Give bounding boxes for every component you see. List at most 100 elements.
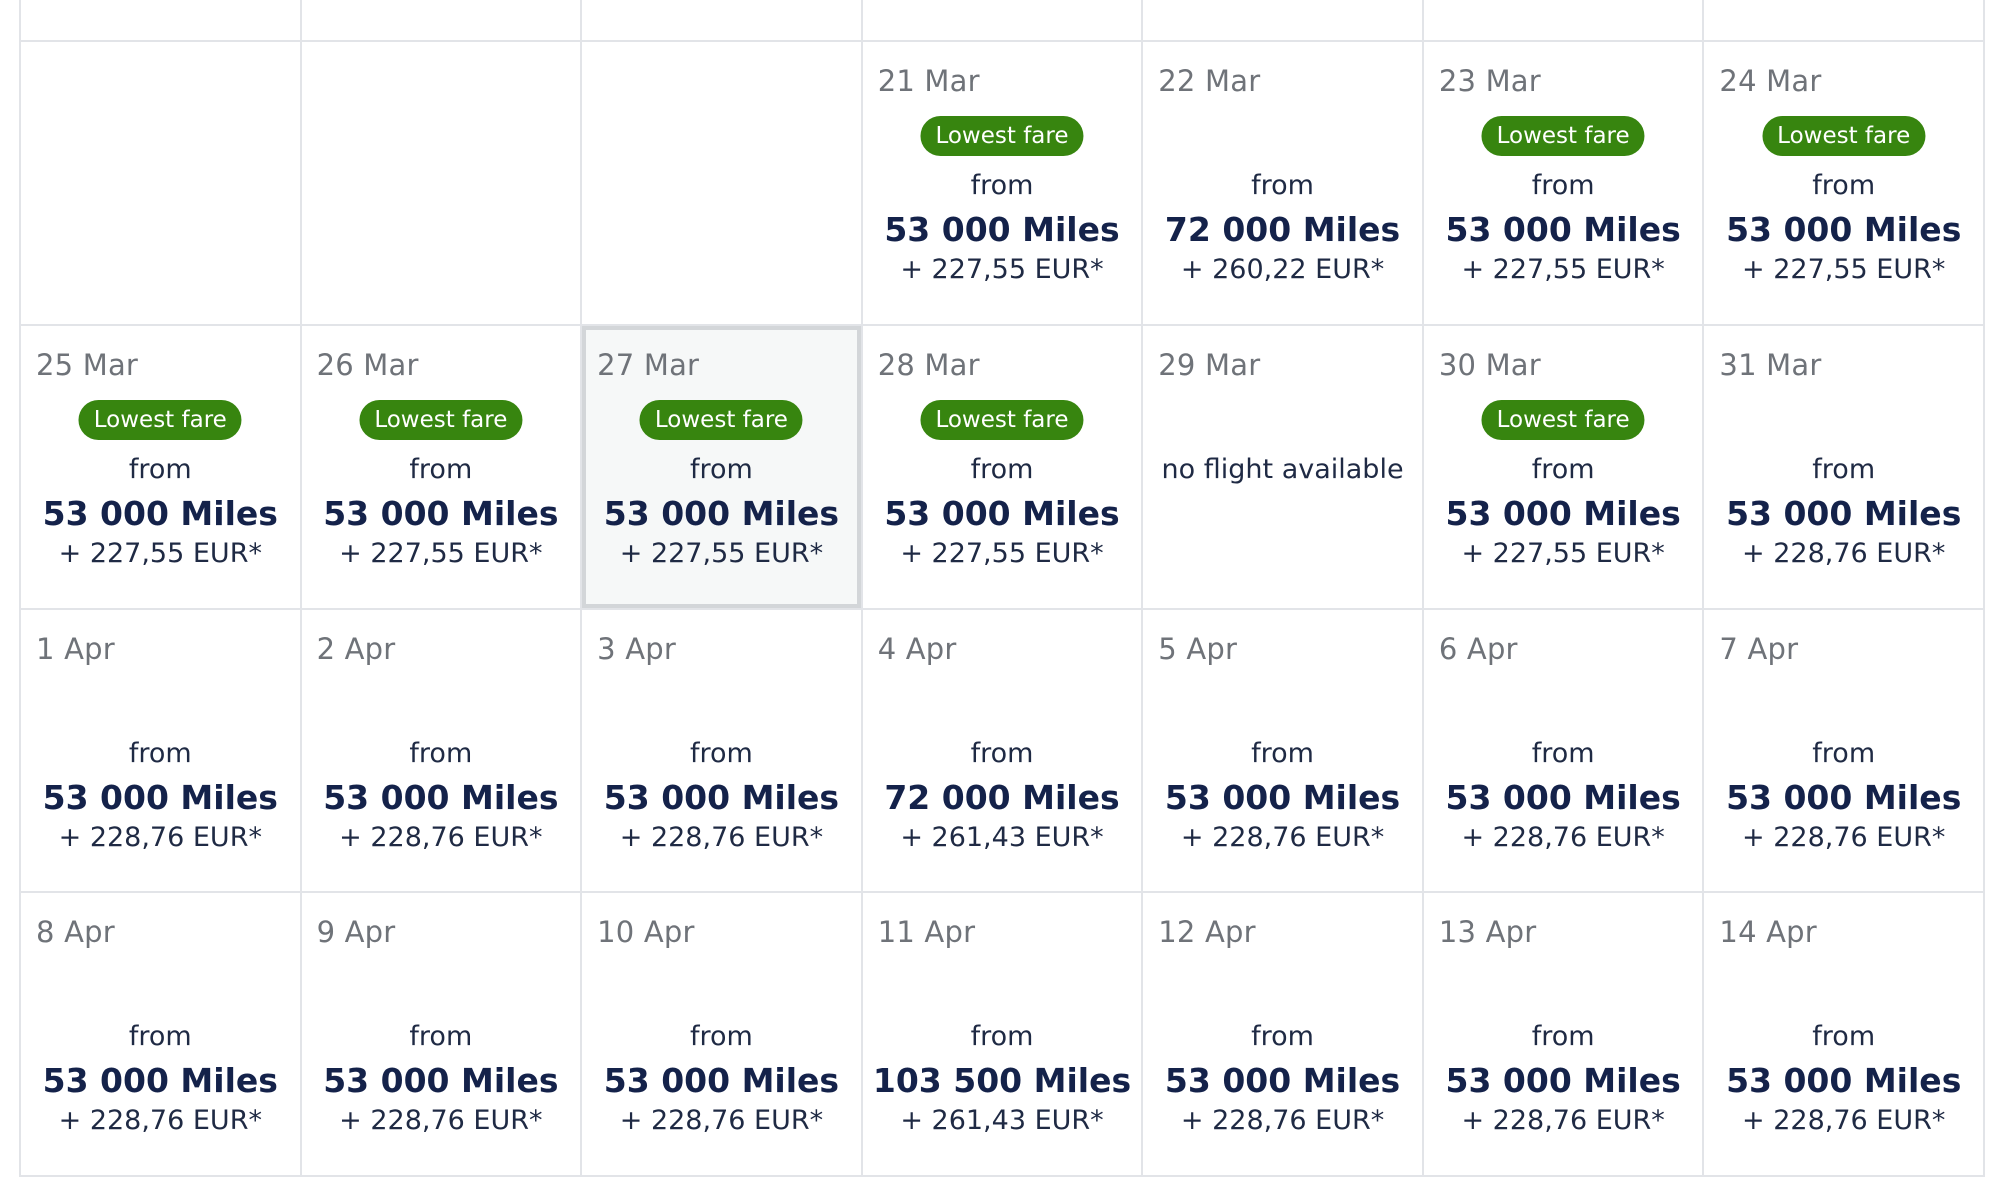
from-label: from <box>1531 170 1595 201</box>
from-label: from <box>1251 737 1314 769</box>
day-date: 12 Apr <box>1158 915 1256 950</box>
from-label: from <box>409 453 473 485</box>
calendar-cell-empty <box>582 42 863 326</box>
day-date: 28 Mar <box>877 347 980 382</box>
from-label: from <box>1251 1021 1314 1053</box>
tax-amount: + 228,76 EUR* <box>1180 821 1385 853</box>
calendar-day-cell[interactable]: 21 Mar Lowest fare from 53 000 Miles + 2… <box>862 42 1144 326</box>
miles-price: 53 000 Miles <box>1726 493 1962 533</box>
day-date: 31 Mar <box>1719 347 1822 382</box>
from-label: from <box>970 1021 1034 1053</box>
calendar-day-cell-selected[interactable]: 27 Mar Lowest fare from 53 000 Miles + 2… <box>582 325 863 610</box>
day-date: 2 Apr <box>316 631 396 666</box>
calendar-day-cell[interactable]: 12 Apr from 53 000 Miles + 228,76 EUR* <box>1143 893 1424 1177</box>
calendar-cell-empty <box>1423 0 1705 42</box>
calendar-day-cell[interactable]: 11 Apr from 103 500 Miles + 261,43 EUR* <box>862 893 1144 1177</box>
miles-price: 53 000 Miles <box>42 1061 278 1101</box>
calendar-day-cell[interactable]: 7 Apr from 53 000 Miles + 228,76 EUR* <box>1704 609 1985 894</box>
from-label: from <box>1812 1021 1876 1053</box>
calendar-cell-empty <box>301 42 583 326</box>
tax-amount: + 227,55 EUR* <box>900 537 1104 569</box>
tax-amount: + 227,55 EUR* <box>1742 254 1946 285</box>
from-label: from <box>128 453 192 485</box>
tax-amount: + 228,76 EUR* <box>1742 821 1946 853</box>
miles-price: 53 000 Miles <box>1726 777 1962 817</box>
day-date: 23 Mar <box>1438 64 1541 98</box>
calendar-day-cell[interactable]: 30 Mar Lowest fare from 53 000 Miles + 2… <box>1423 325 1705 610</box>
tax-amount: + 228,76 EUR* <box>1742 537 1946 569</box>
calendar-day-cell[interactable]: 9 Apr from 53 000 Miles + 228,76 EUR* <box>301 893 583 1177</box>
day-date: 26 Mar <box>316 347 419 382</box>
tax-amount: + 227,55 EUR* <box>339 537 543 569</box>
miles-price: 53 000 Miles <box>1164 777 1401 817</box>
day-date: 29 Mar <box>1158 347 1261 382</box>
miles-price: 53 000 Miles <box>1445 210 1681 249</box>
day-date: 14 Apr <box>1719 915 1817 950</box>
calendar-day-cell[interactable]: 10 Apr from 53 000 Miles + 228,76 EUR* <box>582 893 863 1177</box>
calendar-day-cell[interactable]: 2 Apr from 53 000 Miles + 228,76 EUR* <box>301 609 583 894</box>
day-date: 10 Apr <box>597 915 695 950</box>
from-label: from <box>970 453 1034 485</box>
calendar-cell-empty <box>582 0 863 42</box>
tax-amount: + 261,43 EUR* <box>900 1105 1104 1137</box>
tax-amount: + 227,55 EUR* <box>1461 537 1665 569</box>
lowest-fare-badge: Lowest fare <box>359 399 523 440</box>
miles-price: 53 000 Miles <box>884 210 1120 249</box>
from-label: from <box>1812 453 1876 485</box>
calendar-day-cell[interactable]: 22 Mar from 72 000 Miles + 260,22 EUR* <box>1143 42 1424 326</box>
miles-price: 53 000 Miles <box>884 493 1120 533</box>
calendar-day-cell[interactable]: 25 Mar Lowest fare from 53 000 Miles + 2… <box>21 325 302 610</box>
day-date: 3 Apr <box>597 631 676 666</box>
lowest-fare-badge: Lowest fare <box>1481 399 1645 440</box>
calendar-day-cell[interactable]: 5 Apr from 53 000 Miles + 228,76 EUR* <box>1143 609 1424 894</box>
calendar-day-cell[interactable]: 23 Mar Lowest fare from 53 000 Miles + 2… <box>1423 42 1705 326</box>
day-date: 4 Apr <box>877 631 957 666</box>
tax-amount: + 228,76 EUR* <box>619 1105 824 1137</box>
day-date: 5 Apr <box>1158 631 1238 666</box>
tax-amount: + 228,76 EUR* <box>339 821 543 853</box>
calendar-day-cell[interactable]: 4 Apr from 72 000 Miles + 261,43 EUR* <box>862 609 1144 894</box>
tax-amount: + 227,55 EUR* <box>619 537 824 569</box>
lowest-fare-badge: Lowest fare <box>639 399 803 440</box>
tax-amount: + 228,76 EUR* <box>1180 1105 1385 1137</box>
lowest-fare-badge: Lowest fare <box>920 399 1084 440</box>
miles-price: 72 000 Miles <box>1164 210 1401 249</box>
from-label: from <box>1812 737 1876 769</box>
tax-amount: + 228,76 EUR* <box>1742 1105 1946 1137</box>
calendar-day-cell[interactable]: 24 Mar Lowest fare from 53 000 Miles + 2… <box>1704 42 1985 326</box>
tax-amount: + 228,76 EUR* <box>58 821 262 853</box>
calendar-cell-empty <box>1704 0 1985 42</box>
calendar-day-cell[interactable]: 1 Apr from 53 000 Miles + 228,76 EUR* <box>21 609 302 894</box>
from-label: from <box>128 737 192 769</box>
miles-price: 53 000 Miles <box>323 1061 559 1101</box>
tax-amount: + 260,22 EUR* <box>1180 254 1385 285</box>
day-date: 24 Mar <box>1719 64 1822 98</box>
calendar-day-cell[interactable]: 13 Apr from 53 000 Miles + 228,76 EUR* <box>1423 893 1705 1177</box>
no-flight-label: no flight available <box>1161 453 1404 485</box>
day-date: 1 Apr <box>36 631 115 666</box>
calendar-cell-empty <box>862 0 1144 42</box>
tax-amount: + 228,76 EUR* <box>339 1105 543 1137</box>
calendar-day-cell[interactable]: 3 Apr from 53 000 Miles + 228,76 EUR* <box>582 609 863 894</box>
miles-price: 53 000 Miles <box>323 777 559 817</box>
miles-price: 103 500 Miles <box>872 1061 1132 1101</box>
day-date: 8 Apr <box>36 915 115 950</box>
calendar-cell-empty <box>301 0 583 42</box>
from-label: from <box>1531 453 1595 485</box>
miles-price: 53 000 Miles <box>1726 210 1962 249</box>
calendar-day-cell[interactable]: 14 Apr from 53 000 Miles + 228,76 EUR* <box>1704 893 1985 1177</box>
calendar-day-cell[interactable]: 26 Mar Lowest fare from 53 000 Miles + 2… <box>301 325 583 610</box>
from-label: from <box>1251 170 1314 201</box>
from-label: from <box>970 737 1034 769</box>
miles-price: 72 000 Miles <box>884 777 1120 817</box>
calendar-day-cell[interactable]: 28 Mar Lowest fare from 53 000 Miles + 2… <box>862 325 1144 610</box>
tax-amount: + 228,76 EUR* <box>58 1105 262 1137</box>
day-date: 30 Mar <box>1438 347 1541 382</box>
miles-price: 53 000 Miles <box>603 1061 840 1101</box>
day-date: 27 Mar <box>597 347 700 382</box>
from-label: from <box>409 737 473 769</box>
calendar-day-cell[interactable]: 31 Mar from 53 000 Miles + 228,76 EUR* <box>1704 325 1985 610</box>
calendar-day-cell[interactable]: 6 Apr from 53 000 Miles + 228,76 EUR* <box>1423 609 1705 894</box>
calendar-day-cell[interactable]: 8 Apr from 53 000 Miles + 228,76 EUR* <box>21 893 302 1177</box>
calendar-cell-empty <box>21 0 302 42</box>
